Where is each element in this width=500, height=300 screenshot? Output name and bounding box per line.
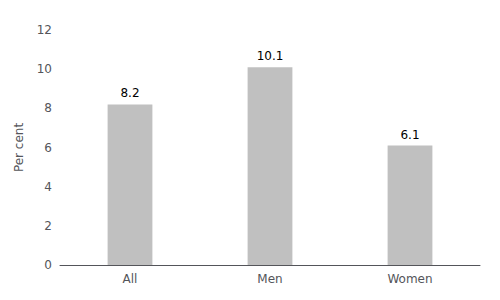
svg-text:6: 6 — [44, 141, 52, 155]
svg-text:6.1: 6.1 — [400, 128, 419, 142]
svg-text:Per cent: Per cent — [12, 123, 26, 173]
svg-text:8: 8 — [44, 101, 52, 115]
svg-text:Women: Women — [387, 272, 432, 286]
svg-text:Men: Men — [257, 272, 282, 286]
svg-text:10.1: 10.1 — [257, 49, 284, 63]
svg-text:0: 0 — [44, 258, 52, 272]
svg-text:All: All — [123, 272, 138, 286]
svg-text:4: 4 — [44, 180, 52, 194]
svg-text:8.2: 8.2 — [120, 86, 139, 100]
svg-text:12: 12 — [37, 23, 52, 37]
svg-text:2: 2 — [44, 219, 52, 233]
svg-text:10: 10 — [37, 62, 52, 76]
